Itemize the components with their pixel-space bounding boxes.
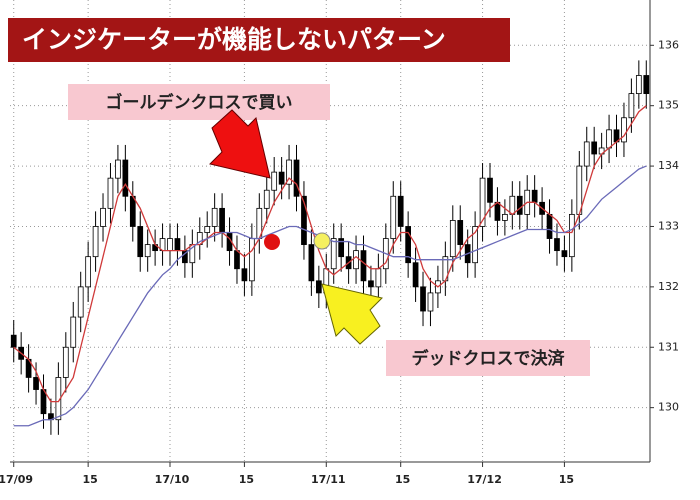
label-box [68, 84, 330, 120]
candle-body [92, 226, 99, 258]
candle-body [427, 292, 434, 312]
candle-body [405, 226, 411, 264]
candle-body [167, 238, 173, 252]
candle-body [412, 262, 419, 288]
annotations: インジケーターが機能しないパターン ゴールデンクロスで買い デッドクロスで決済 [8, 18, 590, 376]
candle-body [621, 117, 627, 143]
candle-body [315, 280, 322, 294]
y-tick-label: 134 [658, 159, 679, 172]
candle-body [509, 195, 516, 215]
x-tick-label: 15 [559, 473, 574, 486]
candle-body [420, 286, 426, 312]
candle-body [375, 268, 382, 288]
candle-body [278, 171, 285, 185]
candle-body [77, 286, 84, 318]
candle-body [62, 346, 69, 378]
candle-body [531, 189, 538, 203]
candle-body [635, 75, 642, 95]
candle-body [591, 141, 598, 155]
candle-body [263, 189, 270, 209]
candle-body [129, 195, 136, 227]
annotation: ゴールデンクロスで買い [106, 92, 293, 113]
x-tick-label: 15 [395, 473, 410, 486]
y-tick-label: 133 [658, 219, 679, 232]
candle-body [457, 220, 464, 245]
candle-body [293, 159, 300, 197]
candle-body [360, 250, 367, 282]
candle-body [33, 377, 39, 390]
candle-body [100, 207, 106, 227]
candle-body [174, 238, 181, 252]
moving-average-line [13, 105, 647, 403]
candle-body [353, 250, 359, 270]
y-tick-label: 130 [658, 401, 679, 414]
y-tick-label: 132 [658, 280, 679, 293]
dead-cross-marker [313, 232, 331, 250]
candle-body [249, 238, 255, 282]
candle-body [516, 195, 523, 215]
candle-body [122, 159, 129, 197]
candle-body [368, 280, 374, 288]
x-tick-label: 15 [239, 473, 254, 486]
candle-body [643, 75, 650, 95]
candle-body [219, 207, 225, 233]
x-tick-label: 17/11 [311, 473, 346, 486]
chart-title: インジケーターが機能しないパターン [22, 25, 446, 54]
candle-body [449, 220, 456, 258]
golden-cross-marker [264, 234, 280, 250]
candle-body [85, 256, 91, 288]
candle-body [561, 250, 568, 258]
candle-body [487, 177, 493, 203]
candle-body [546, 213, 553, 239]
annotation: デッドクロスで決済 [412, 348, 566, 369]
candle-body [308, 244, 315, 282]
label-box [386, 340, 590, 376]
candle-body [628, 93, 635, 119]
x-tick-label: 15 [82, 473, 97, 486]
candle-body [330, 238, 337, 270]
candle-body [204, 226, 211, 233]
title-box [8, 18, 510, 62]
y-tick-label: 136 [658, 38, 679, 51]
plot-area: 130 131 132 133 134 135 136 17/09 15 17/10 15 17/11… [0, 0, 679, 486]
candle-body [144, 244, 151, 258]
candle-body [115, 159, 121, 179]
candle-body [301, 195, 307, 245]
arrow [209, 109, 271, 179]
candle-body [569, 213, 575, 258]
x-tick-label: 17/12 [467, 473, 502, 486]
candle-body [583, 141, 590, 167]
arrow [321, 283, 383, 345]
candle-body [10, 334, 17, 348]
x-tick-label: 17/09 [0, 473, 33, 486]
candle-body [137, 226, 144, 258]
candle-body [554, 238, 560, 252]
candle-body [397, 195, 404, 227]
y-tick-label: 131 [658, 340, 679, 353]
x-tick-label: 17/10 [155, 473, 190, 486]
candle-body [390, 195, 397, 239]
candle-body [502, 213, 508, 221]
candle-body [606, 129, 612, 149]
candle-body [472, 226, 478, 264]
candle-body [211, 207, 218, 227]
candle-body [271, 171, 278, 191]
candle-body [494, 201, 501, 221]
y-tick-label: 135 [658, 99, 679, 112]
candle-body [338, 238, 345, 258]
candle-body [479, 177, 486, 227]
candle-body [241, 268, 248, 282]
candle-body [70, 316, 77, 348]
candle-body [286, 159, 292, 185]
candle-body [234, 250, 240, 270]
candle-body [107, 177, 114, 209]
